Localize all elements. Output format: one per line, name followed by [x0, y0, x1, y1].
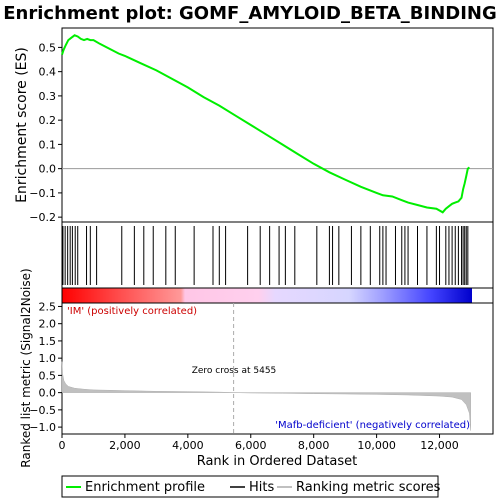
positive-correlation-label: 'IM' (positively correlated)	[67, 306, 197, 317]
es-y-tick-label: 0.2	[39, 114, 57, 127]
metric-y-axis: −1.0 −0.5 0.0 0.5 1.0 1.5 2.0 2.5	[29, 300, 62, 434]
legend-hits-label: Hits	[249, 480, 274, 495]
enrichment-profile-line	[61, 34, 471, 214]
legend-box	[61, 475, 439, 498]
es-y-axis: −0.2 −0.1 0.0 0.1 0.2 0.3 0.4 0.5	[29, 41, 62, 224]
es-y-tick-label: 0.4	[39, 66, 57, 79]
metric-y-tick-label: 1.5	[39, 335, 57, 348]
x-tick-label: 12,000	[420, 439, 459, 452]
es-y-tick-label: −0.2	[29, 211, 56, 224]
hits-marks	[62, 226, 469, 285]
legend-profile-label: Enrichment profile	[85, 480, 205, 495]
legend-metric-label: Ranking metric scores	[296, 480, 441, 495]
es-y-tick-label: 0.3	[39, 90, 57, 103]
x-tick-label: 2,000	[109, 439, 141, 452]
es-y-tick-label: 0.5	[39, 41, 57, 54]
rank-color-bar	[62, 288, 472, 303]
hits-panel-frame	[61, 221, 494, 289]
chart-title: Enrichment plot: GOMF_AMYLOID_BETA_BINDI…	[3, 3, 497, 24]
x-tick-label: 8,000	[298, 439, 330, 452]
es-y-tick-label: 0.0	[39, 163, 57, 176]
es-y-tick-label: 0.1	[39, 138, 57, 151]
metric-y-tick-label: 0.5	[39, 369, 57, 382]
metric-y-tick-label: −0.5	[29, 404, 56, 417]
metric-y-tick-label: 1.0	[39, 352, 57, 365]
metric-y-tick-label: −1.0	[29, 421, 56, 434]
metric-y-tick-label: 2.0	[39, 318, 57, 331]
metric-y-tick-label: 2.5	[39, 300, 57, 313]
x-tick-label: 0	[59, 439, 66, 452]
es-y-tick-label: −0.1	[29, 187, 56, 200]
x-tick-label: 10,000	[357, 439, 396, 452]
metric-x-axis: 0 2,000 4,000 6,000 8,000 10,000 12,000	[59, 434, 459, 452]
ranking-metric-area	[61, 361, 471, 431]
metric-panel-frame	[61, 302, 494, 435]
x-tick-label: 6,000	[235, 439, 267, 452]
es-y-axis-label: Enrichment score (ES)	[14, 47, 30, 203]
negative-correlation-label: 'Mafb-deficient' (negatively correlated)	[275, 420, 470, 431]
x-axis-label: Rank in Ordered Dataset	[197, 454, 358, 469]
metric-y-axis-label: Ranked list metric (Signal2Noise)	[19, 268, 33, 467]
metric-y-tick-label: 0.0	[39, 387, 57, 400]
zero-cross-label: Zero cross at 5455	[192, 366, 277, 376]
x-tick-label: 4,000	[172, 439, 204, 452]
